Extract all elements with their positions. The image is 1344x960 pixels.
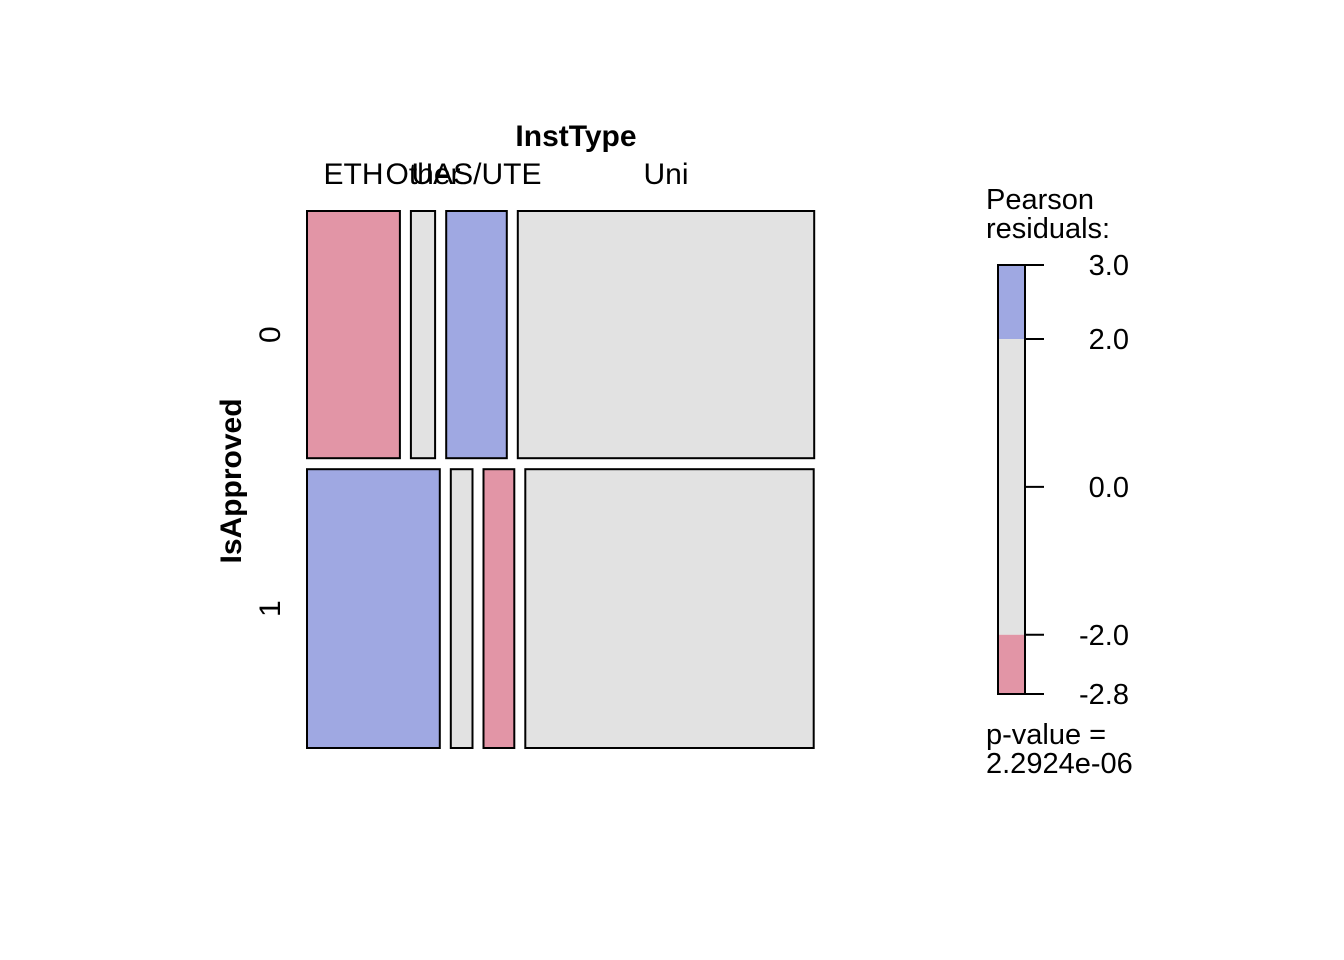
p-value-line2: 2.2924e-06 [986, 748, 1133, 780]
legend-tick-label: -2.8 [1079, 679, 1129, 711]
x-variable-title: InstType [515, 120, 636, 153]
legend-tick-label: 0.0 [1089, 472, 1129, 504]
column-label-other: Other [385, 158, 460, 191]
residuals-legend: Pearson residuals: 3.0 2.0 0.0 -2.0 -2.8 p-v… [986, 184, 1133, 780]
column-label-uni: Uni [643, 158, 688, 191]
legend-tick-label: 3.0 [1089, 250, 1129, 282]
p-value-line1: p-value = [986, 719, 1106, 751]
tile-eth-row-1 [306, 468, 441, 749]
legend-title-line2: residuals: [986, 213, 1110, 245]
y-variable-title: IsApproved [215, 398, 248, 563]
row-labels: 01 [254, 326, 287, 617]
mosaic-tiles [306, 210, 816, 749]
legend-bar-frame [997, 264, 1026, 695]
column-label-uas-ute: UAS/UTE [411, 158, 541, 191]
tile-uas-ute-row-0 [445, 210, 508, 460]
legend-band-neutral [998, 339, 1025, 635]
row-label-1: 1 [254, 600, 287, 617]
tile-eth-row-0 [306, 210, 401, 460]
legend-band-negative [998, 634, 1025, 694]
legend-color-bands [997, 264, 1026, 695]
tile-uni-row-1 [524, 468, 815, 749]
tile-uni-row-0 [516, 210, 816, 460]
row-label-0: 0 [254, 326, 287, 343]
legend-ticks: 3.0 2.0 0.0 -2.0 -2.8 [1025, 250, 1129, 711]
column-label-eth: ETH [324, 158, 384, 191]
legend-tick-label: 2.0 [1089, 324, 1129, 356]
legend-tick-label: -2.0 [1079, 620, 1129, 652]
tile-other-row-1 [449, 468, 474, 749]
tile-uas-ute-row-1 [482, 468, 516, 749]
legend-band-positive [998, 265, 1025, 339]
tile-other-row-0 [409, 210, 437, 460]
legend-title-line1: Pearson [986, 184, 1094, 216]
